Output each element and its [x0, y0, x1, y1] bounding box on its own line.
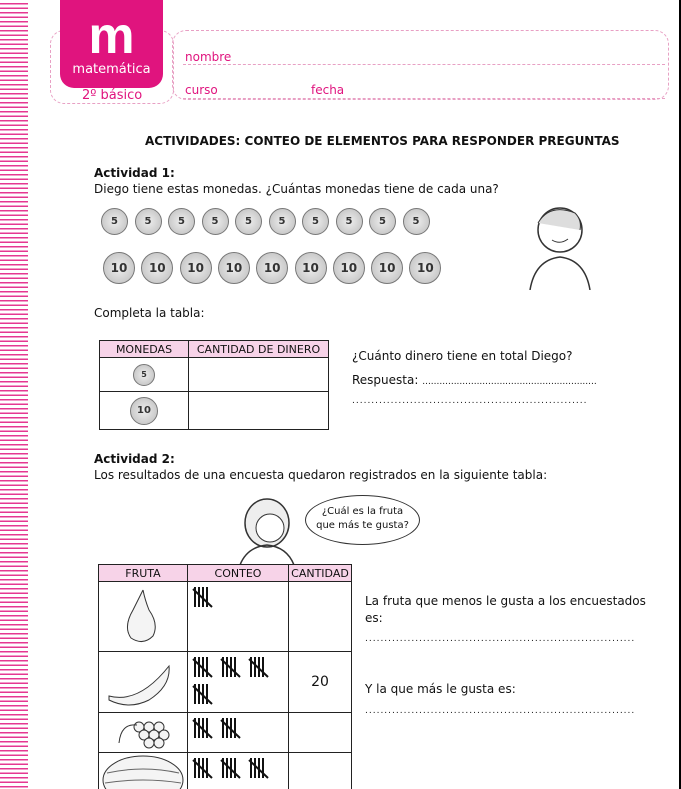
grade-label: 2º básico — [82, 88, 143, 103]
money-5-input[interactable] — [188, 357, 329, 392]
fruit-table: FRUTA CONTEO CANTIDAD 20 — [98, 564, 352, 789]
fruit-row-pear — [98, 581, 352, 652]
col-header-coins: MONEDAS — [99, 340, 189, 358]
money-10-input[interactable] — [188, 391, 329, 430]
coin-10-icon: 10 — [141, 252, 174, 284]
activity2-prompt: Los resultados de una encuesta quedaron … — [94, 468, 548, 482]
tally-group — [192, 657, 213, 678]
student-fields — [172, 30, 669, 100]
coins-table: MONEDAS CANTIDAD DE DINERO 5 10 — [99, 340, 329, 430]
answer-line-2[interactable]: ........................................… — [352, 396, 588, 406]
coin-10-icon: 10 — [179, 252, 212, 284]
tally-group — [220, 758, 241, 779]
grapes-icon — [118, 721, 170, 749]
fruit-row-watermelon — [98, 752, 352, 789]
coin-5-icon: 5 — [134, 208, 162, 235]
answer-label: Respuesta: — [352, 373, 423, 387]
tally-group — [248, 758, 269, 779]
least-liked-question-end: es: — [365, 611, 383, 625]
most-liked-answer-line[interactable]: ........................................… — [365, 706, 636, 716]
coin-10-icon: 10 — [332, 252, 365, 284]
col-header-fruit: FRUTA — [98, 564, 188, 582]
name-field[interactable] — [183, 64, 665, 65]
amount-cell[interactable]: 20 — [288, 651, 352, 713]
col-header-amount: CANTIDAD — [288, 564, 352, 582]
coin-5-icon: 5 — [335, 208, 363, 235]
fruit-row-banana: 20 — [98, 651, 352, 713]
coin-10-icon: 10 — [409, 252, 442, 284]
coin-5-icon: 5 — [133, 363, 155, 386]
activity1-heading: Actividad 1: — [94, 166, 175, 180]
page-title: ACTIVIDADES: CONTEO DE ELEMENTOS PARA RE… — [145, 134, 620, 148]
tally-cell — [187, 651, 289, 713]
name-label: nombre — [185, 50, 232, 64]
total-question: ¿Cuánto dinero tiene en total Diego? — [352, 349, 573, 363]
logo: m matemática — [60, 0, 163, 88]
coin-10-icon: 10 — [294, 252, 327, 284]
fruit-row-grapes — [98, 712, 352, 753]
activity2-heading: Actividad 2: — [94, 452, 175, 466]
coin-5-icon: 5 — [402, 208, 430, 235]
boy-illustration — [529, 207, 591, 290]
date-label: fecha — [311, 83, 345, 97]
girl-illustration — [239, 498, 295, 565]
col-header-money: CANTIDAD DE DINERO — [188, 340, 329, 358]
tally-cell — [187, 712, 289, 753]
course-date-field[interactable] — [183, 98, 665, 99]
tally-group — [192, 758, 213, 779]
coin-10-icon: 10 — [256, 252, 289, 284]
tally-cell — [187, 581, 289, 652]
bubble-line: ¿Cuál es la fruta — [321, 506, 404, 517]
bubble-line: que más te gusta? — [316, 520, 409, 531]
table-prompt: Completa la tabla: — [94, 306, 205, 320]
tally-group — [248, 657, 269, 678]
coin-5-icon: 5 — [369, 208, 396, 235]
watermelon-icon — [102, 755, 184, 789]
coin-10-icon: 10 — [103, 252, 135, 284]
amount-cell[interactable] — [288, 712, 352, 753]
course-label: curso — [185, 83, 218, 97]
coin-5-icon: 5 — [235, 208, 262, 235]
tally-group — [220, 718, 241, 739]
amount-cell[interactable] — [288, 581, 352, 652]
subject-label: matemática — [72, 62, 151, 77]
coin-5-icon: 5 — [101, 208, 128, 235]
coin-10-icon: 10 — [371, 252, 404, 284]
speech-bubble: ¿Cuál es la fruta que más te gusta? — [305, 495, 420, 545]
coin-5-icon: 5 — [201, 208, 229, 235]
col-header-count: CONTEO — [187, 564, 289, 582]
activity1-prompt: Diego tiene estas monedas. ¿Cuántas mone… — [94, 182, 499, 196]
tally-cell — [187, 752, 289, 789]
tally-group — [192, 718, 213, 739]
logo-letter: m — [88, 7, 135, 65]
spiral-binding — [0, 0, 28, 789]
tally-group — [192, 587, 213, 608]
coin-10-icon: 10 — [217, 252, 250, 284]
banana-icon — [108, 664, 170, 705]
coin-5-icon: 5 — [268, 208, 296, 235]
tally-group — [220, 657, 241, 678]
coin-10-icon: 10 — [130, 396, 158, 425]
amount-cell[interactable] — [288, 752, 352, 789]
pear-icon — [127, 589, 156, 642]
answer-line[interactable]: ........................................… — [422, 377, 597, 387]
coin-5-icon: 5 — [302, 208, 329, 235]
most-liked-question: Y la que más le gusta es: — [365, 682, 516, 696]
coin-5-icon: 5 — [168, 208, 195, 235]
least-liked-answer-line[interactable]: ........................................… — [365, 634, 636, 644]
tally-group — [192, 684, 213, 705]
least-liked-question: La fruta que menos le gusta a los encues… — [365, 594, 646, 608]
